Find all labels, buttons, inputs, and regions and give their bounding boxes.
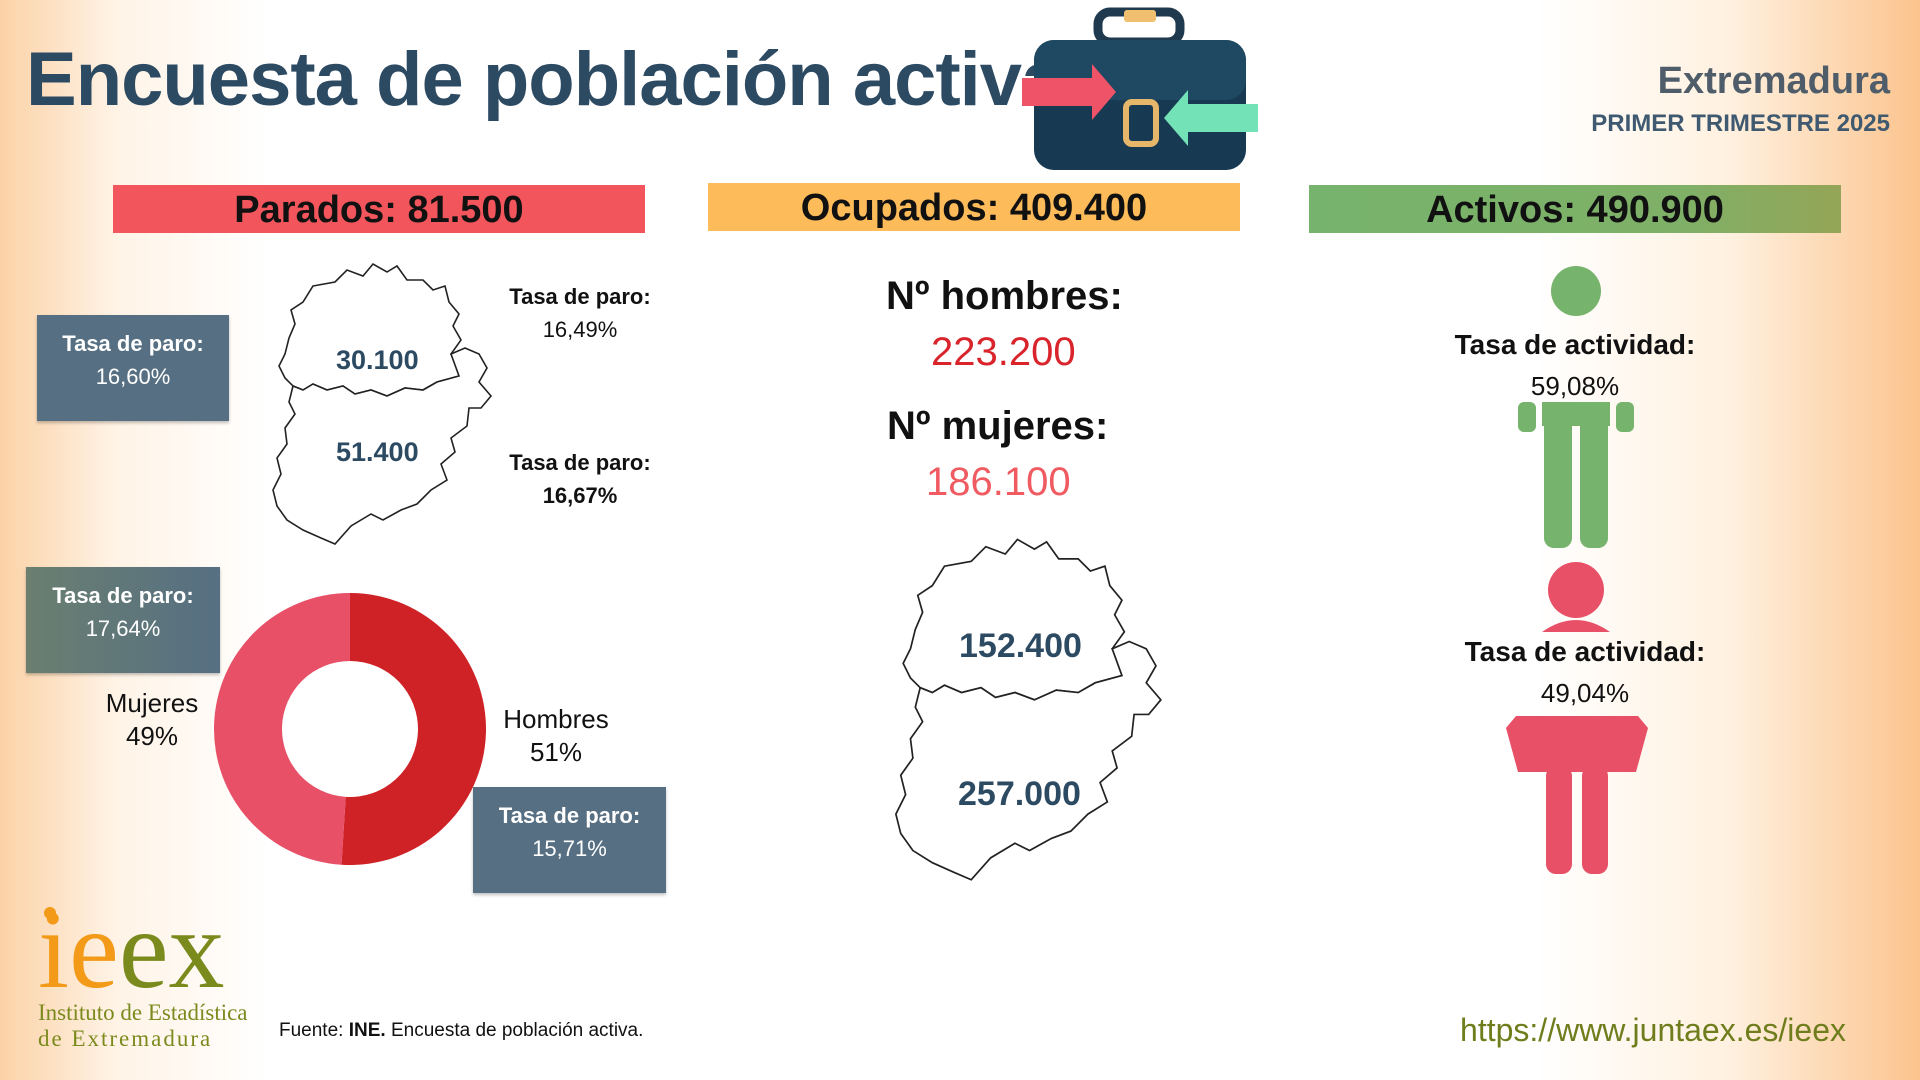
caceres-parados-value: 30.100 [336,345,419,375]
gender-donut-chart [213,593,487,865]
logo-dot [44,907,56,919]
donut-mujeres-label: Mujeres 49% [105,688,199,751]
ocupados-hombres-label: Nº hombres: [886,274,1123,318]
caceres-tasa-paro: Tasa de paro: 16,49% [509,284,651,342]
source-note: Fuente: INE. Encuesta de población activ… [279,1020,644,1041]
donut-segment-mujeres [213,593,350,865]
donut-segment-hombres [341,593,487,865]
badajoz-ocupados-value: 257.000 [958,775,1081,813]
mujeres-tasa-actividad-label: Tasa de actividad: [1464,636,1706,667]
extremadura-map-parados [272,262,493,545]
activos-banner: Activos: 490.900 [1309,185,1841,233]
page-title: Encuesta de población activa [26,37,1063,122]
total-tasa-paro-box: Tasa de paro: 16,60% [37,315,229,421]
briefcase-icon [1022,7,1258,170]
hombres-tasa-actividad-label: Tasa de actividad: [1454,329,1696,360]
ocupados-banner: Ocupados: 409.400 [708,183,1240,231]
footer-url-link[interactable]: https://www.juntaex.es/ieex [1460,1012,1846,1048]
parados-banner: Parados: 81.500 [113,185,645,233]
female-figure-body-icon [1506,716,1648,874]
period-subtitle: PRIMER TRIMESTRE 2025 [1591,110,1890,137]
badajoz-tasa-paro: Tasa de paro: 16,67% [509,450,651,508]
hombres-tasa-paro-box: Tasa de paro: 15,71% [473,787,666,893]
badajoz-parados-value: 51.400 [336,437,419,467]
male-figure-head-icon [1551,266,1601,316]
ieex-logo-word: ieex [38,888,225,1012]
ocupados-mujeres-value: 186.100 [926,460,1071,504]
ieex-logo: ieex Instituto de Estadística de Extrema… [38,888,248,1051]
mujeres-tasa-paro-box: Tasa de paro: 17,64% [26,567,220,673]
mujeres-tasa-actividad-value: 49,04% [1540,678,1630,708]
female-figure-head-icon [1542,562,1610,632]
hombres-tasa-actividad-value: 59,08% [1530,371,1620,401]
extremadura-map-ocupados [894,538,1162,881]
male-figure-body-icon [1518,402,1634,548]
caceres-ocupados-value: 152.400 [959,627,1082,665]
ocupados-hombres-value: 223.200 [931,330,1076,374]
donut-hombres-label: Hombres 51% [503,704,609,767]
region-title: Extremadura [1657,60,1890,102]
ocupados-mujeres-label: Nº mujeres: [887,404,1109,448]
